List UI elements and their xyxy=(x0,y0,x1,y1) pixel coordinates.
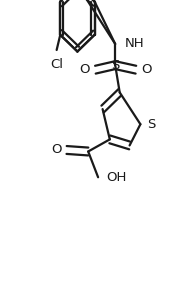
Text: O: O xyxy=(141,63,152,76)
Text: S: S xyxy=(111,59,119,72)
Text: OH: OH xyxy=(107,171,127,184)
Text: Cl: Cl xyxy=(50,58,63,71)
Text: O: O xyxy=(51,144,62,156)
Text: NH: NH xyxy=(125,38,145,50)
Text: S: S xyxy=(147,118,156,131)
Text: O: O xyxy=(80,63,90,76)
